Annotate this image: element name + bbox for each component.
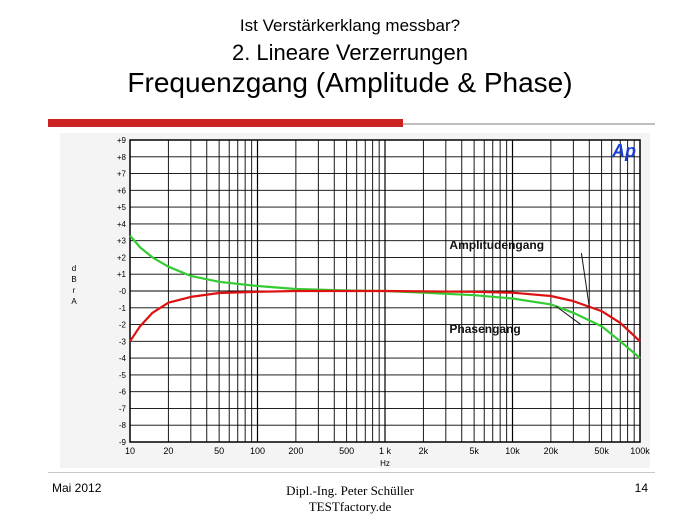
y-axis-label: B bbox=[71, 275, 76, 284]
annotation-label: Amplitudengang bbox=[449, 238, 544, 252]
y-tick-label: -7 bbox=[119, 404, 127, 413]
y-tick-label: +5 bbox=[117, 203, 127, 212]
y-tick-label: -0 bbox=[119, 287, 127, 296]
y-tick-label: +4 bbox=[117, 220, 127, 229]
y-tick-label: -3 bbox=[119, 337, 127, 346]
y-tick-label: +1 bbox=[117, 270, 127, 279]
footer-divider bbox=[48, 472, 655, 473]
y-tick-label: -4 bbox=[119, 354, 127, 363]
y-tick-label: +2 bbox=[117, 253, 127, 262]
series-line-amplitudengang bbox=[129, 289, 641, 343]
footer-company: TESTfactory.de bbox=[308, 499, 392, 514]
title-divider-red bbox=[48, 119, 403, 127]
x-axis-label: Hz bbox=[380, 459, 390, 468]
footer-date: Mai 2012 bbox=[52, 481, 102, 495]
page-number: 14 bbox=[634, 481, 648, 495]
y-axis-label: d bbox=[72, 264, 76, 273]
footer-author-block: Dipl.-Ing. Peter Schüller TESTfactory.de bbox=[200, 483, 500, 515]
title-subtitle: 2. Lineare Verzerrungen bbox=[231, 40, 469, 65]
frequency-response-chart: +9 +8 +7 +6 +5 +4 +3 +2 +1 -0 -1 -2 -3 -4 -5 -6 -7 -8 -9 dB… bbox=[60, 133, 650, 468]
annotation-pointer bbox=[555, 305, 582, 326]
title-heading: Frequenzgang (Amplitude & Phase) bbox=[127, 67, 573, 98]
ap-logo: Ap bbox=[611, 141, 636, 161]
x-tick-label: 500 bbox=[339, 446, 354, 456]
title-divider-grey bbox=[403, 123, 655, 125]
y-axis-label: r bbox=[73, 286, 76, 295]
y-tick-label: -6 bbox=[119, 388, 127, 397]
annotation-pointer bbox=[580, 252, 590, 307]
x-tick-label: 100k bbox=[630, 446, 650, 456]
x-tick-label: 1 k bbox=[379, 446, 392, 456]
x-tick-label: 50 bbox=[214, 446, 224, 456]
x-tick-label: 10k bbox=[505, 446, 520, 456]
title-question: Ist Verstärkerklang messbar? bbox=[239, 16, 461, 35]
x-tick-label: 10 bbox=[125, 446, 135, 456]
y-tick-label: +7 bbox=[117, 170, 127, 179]
x-tick-label: 50k bbox=[594, 446, 609, 456]
y-tick-label: -1 bbox=[119, 304, 127, 313]
x-tick-label: 5k bbox=[469, 446, 479, 456]
x-tick-label: 20k bbox=[544, 446, 559, 456]
y-tick-label: -8 bbox=[119, 421, 127, 430]
y-tick-label: +8 bbox=[117, 153, 127, 162]
annotation-label: Phasengang bbox=[449, 322, 520, 336]
y-tick-label: -2 bbox=[119, 321, 127, 330]
footer-author: Dipl.-Ing. Peter Schüller bbox=[286, 483, 414, 498]
x-tick-label: 100 bbox=[250, 446, 265, 456]
x-tick-label: 2k bbox=[419, 446, 429, 456]
y-tick-label: -5 bbox=[119, 371, 127, 380]
y-tick-label: -9 bbox=[119, 438, 127, 447]
y-tick-label: +3 bbox=[117, 237, 127, 246]
y-tick-label: +6 bbox=[117, 186, 127, 195]
y-axis-label: A bbox=[71, 297, 77, 306]
x-tick-label: 20 bbox=[163, 446, 173, 456]
x-tick-label: 200 bbox=[288, 446, 303, 456]
y-tick-label: +9 bbox=[117, 136, 127, 145]
